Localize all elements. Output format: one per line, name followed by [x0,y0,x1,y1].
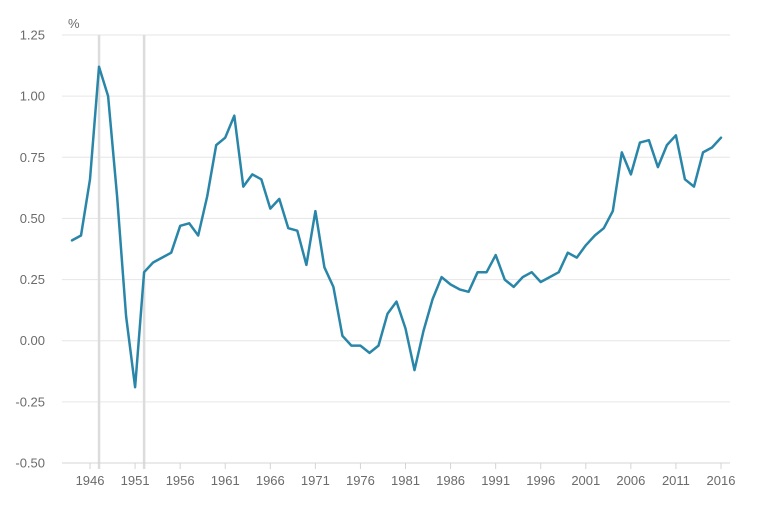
x-tick-label: 2001 [571,473,600,488]
x-axis-ticks: 1946 1951 1956 1961 1966 1971 1976 1981 1986 1991… [76,473,736,488]
y-axis-ticks: 1.25 1.00 0.75 0.50 0.25 0.00 -0.25 -0.50 [15,28,45,471]
series-layer [70,65,723,389]
y-tick-label: -0.50 [15,456,45,471]
x-tick-label: 2016 [707,473,736,488]
y-tick-label: 0.75 [20,150,45,165]
x-tick-label: 1946 [76,473,105,488]
y-tick-label: 1.25 [20,28,45,43]
series-line [70,65,723,389]
grid-lines [62,34,730,464]
x-tick-label: 2006 [616,473,645,488]
y-tick-label: -0.25 [15,394,45,409]
x-tick-label: 1991 [481,473,510,488]
x-tick-label: 1956 [166,473,195,488]
x-tick-label: 1966 [256,473,285,488]
y-tick-label: 1.00 [20,89,45,104]
x-tick-label: 1971 [301,473,330,488]
vertical-markers [97,35,146,469]
x-tick-label: 1961 [211,473,240,488]
x-tick-label: 1976 [346,473,375,488]
y-tick-label: 0.00 [20,333,45,348]
x-tick-label: 1951 [121,473,150,488]
y-tick-label: 0.25 [20,272,45,287]
x-tick-label: 1996 [526,473,555,488]
x-axis [62,462,730,469]
x-tick-label: 2011 [662,473,690,488]
x-tick-label: 1986 [436,473,465,488]
x-tick-label: 1981 [391,473,420,488]
y-tick-label: 0.50 [20,211,45,226]
y-unit-label: % [68,16,80,31]
